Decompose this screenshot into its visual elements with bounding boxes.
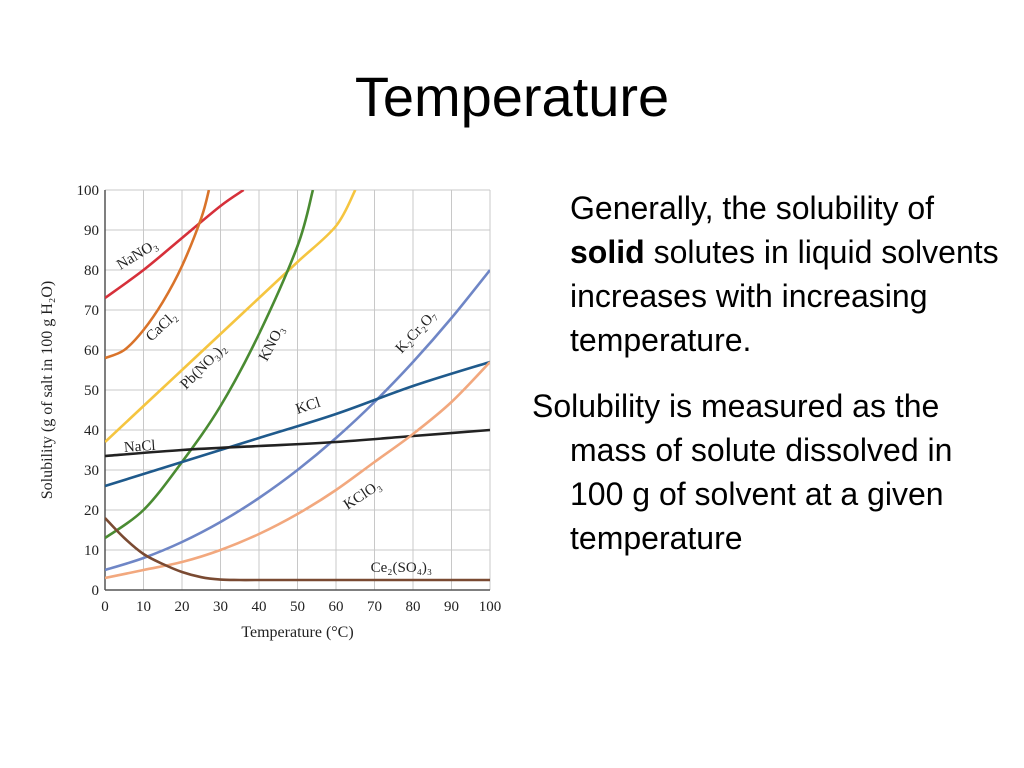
slide-title: Temperature <box>354 65 670 128</box>
bullet-text-part1: Generally, the solubility of <box>570 190 935 226</box>
y-tick-label: 100 <box>77 183 100 199</box>
x-axis-label: Temperature (°C) <box>241 624 353 641</box>
y-tick-label: 70 <box>84 303 99 319</box>
x-tick-label: 50 <box>290 599 305 615</box>
series-label: KCl <box>294 395 323 418</box>
series-line <box>105 190 315 540</box>
series-line <box>105 517 490 582</box>
bullet-solubility-temperature: Generally, the solubility of solid solut… <box>530 186 1000 362</box>
x-tick-label: 100 <box>479 599 502 615</box>
series-line <box>105 360 490 488</box>
x-tick-label: 80 <box>406 599 421 615</box>
y-axis-label: Solubility (g of salt in 100 g H₂O) <box>39 281 56 499</box>
x-tick-label: 60 <box>329 599 344 615</box>
y-tick-label: 80 <box>84 263 99 279</box>
y-tick-label: 10 <box>84 543 99 559</box>
y-tick-label: 90 <box>84 223 99 239</box>
y-tick-label: 40 <box>84 423 99 439</box>
x-tick-label: 90 <box>444 599 459 615</box>
series-line <box>105 428 490 458</box>
series-line <box>105 269 490 572</box>
y-tick-label: 0 <box>92 583 100 599</box>
bullet-text-part2: solutes in liquid solvents increases wit… <box>570 234 999 358</box>
x-tick-label: 20 <box>175 599 190 615</box>
y-tick-label: 50 <box>84 383 99 399</box>
series-line <box>105 190 245 300</box>
x-tick-label: 10 <box>136 599 151 615</box>
series-line <box>105 190 211 360</box>
y-tick-label: 60 <box>84 343 99 359</box>
y-tick-label: 20 <box>84 503 99 519</box>
bullet-text-emphasis: solid <box>570 234 645 270</box>
series-label: NaCl <box>123 438 156 456</box>
series-line <box>105 361 490 580</box>
bullet-list: Generally, the solubility of solid solut… <box>530 186 1000 560</box>
series-line <box>105 190 357 443</box>
x-tick-label: 40 <box>252 599 267 615</box>
y-tick-label: 30 <box>84 463 99 479</box>
solubility-chart: 0 10 20 30 40 50 60 70 80 90 100 0 10 20 30 40 50 60 70 80 9… <box>39 183 502 641</box>
bullet-solubility-definition: Solubility is measured as the mass of so… <box>532 388 953 556</box>
x-tick-label: 0 <box>101 599 109 615</box>
x-tick-label: 70 <box>367 599 382 615</box>
x-tick-label: 30 <box>213 599 228 615</box>
series-label: Ce₂(SO₄)₃ <box>371 560 433 576</box>
